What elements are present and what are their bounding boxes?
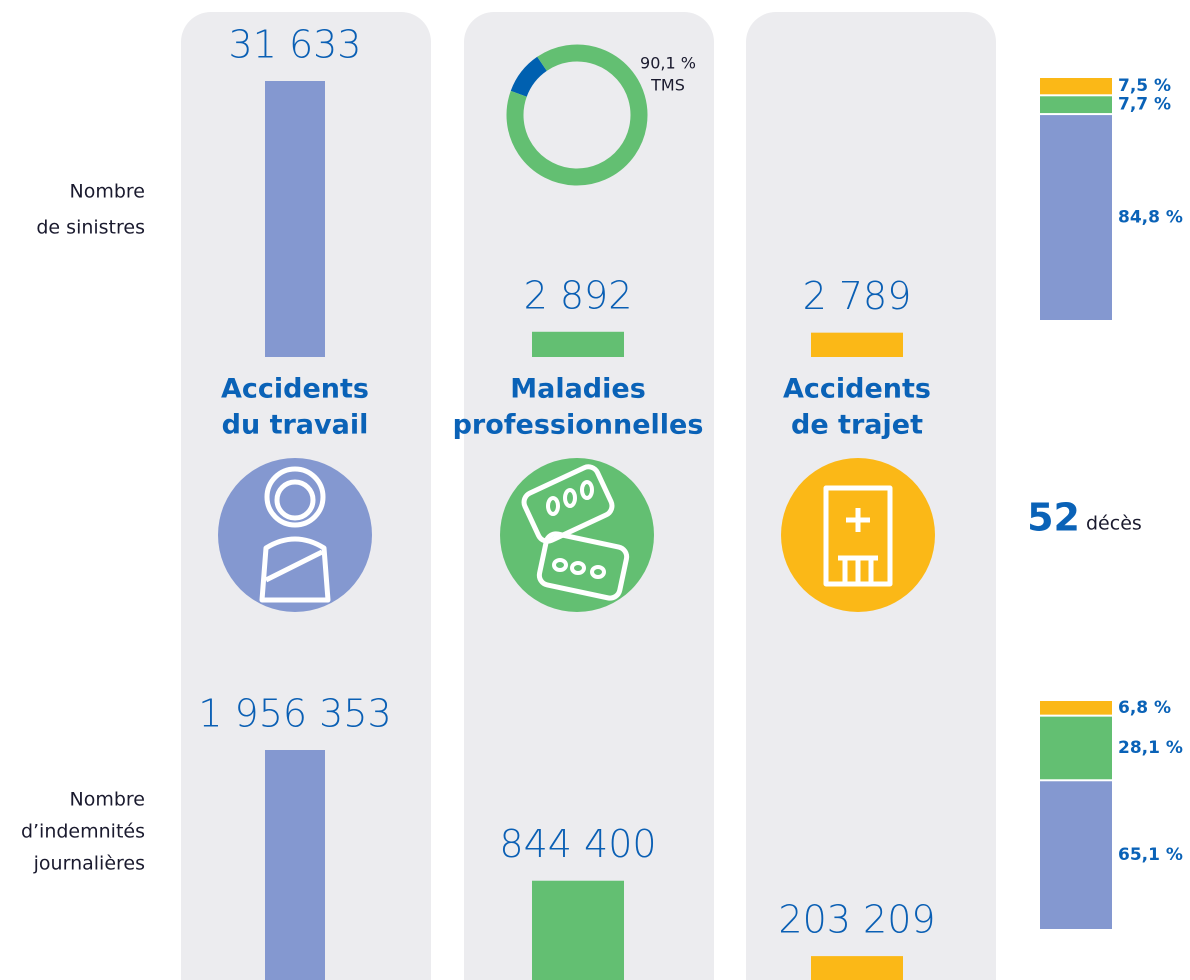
icon-pills	[521, 464, 615, 544]
row-label: Nombre	[70, 181, 146, 203]
icon-pills	[536, 531, 630, 601]
row-label: journalières	[33, 853, 145, 875]
value-label: 844 400	[499, 822, 656, 866]
stack-label: 84,8 %	[1118, 208, 1183, 228]
stack-label: 7,7 %	[1118, 95, 1171, 115]
donut-label: 90,1 %	[640, 54, 696, 73]
stack-segment	[1040, 96, 1112, 114]
icon-building-detail	[838, 508, 878, 584]
stack-label: 28,1 %	[1118, 738, 1183, 758]
column-title: Accidents	[221, 374, 369, 405]
column-title: Accidents	[783, 374, 931, 405]
stack-segment	[1040, 781, 1112, 929]
donut-rest	[510, 56, 548, 98]
row-label: d’indemnités	[21, 821, 145, 843]
bar	[265, 81, 325, 357]
stack-label: 7,5 %	[1118, 76, 1171, 96]
column-title: de trajet	[791, 410, 923, 441]
row-label: de sinistres	[36, 217, 145, 239]
icons	[218, 458, 935, 612]
row-label: Nombre	[70, 789, 146, 811]
column-title: Maladies	[510, 374, 646, 405]
stack-segment	[1040, 115, 1112, 320]
bar	[532, 331, 624, 357]
icon-head	[264, 466, 326, 528]
value-label: 2 789	[803, 274, 912, 318]
bar	[811, 332, 903, 357]
deces: 52 décès	[1027, 496, 1142, 540]
icon-circle	[218, 458, 372, 612]
stack-label: 6,8 %	[1118, 698, 1171, 718]
icon-circle	[781, 458, 935, 612]
column-title: professionnelles	[453, 410, 704, 441]
deces-value: 52	[1027, 496, 1080, 540]
deces-text: décès	[1086, 513, 1142, 535]
value-label: 31 633	[229, 23, 362, 67]
stack-segment	[1040, 78, 1112, 95]
bar	[265, 750, 325, 980]
stack-segment	[1040, 701, 1112, 715]
column-title: du travail	[222, 410, 369, 441]
bar	[811, 956, 903, 980]
icon-body	[259, 536, 331, 603]
value-label: 203 209	[778, 898, 935, 942]
bar	[532, 880, 624, 980]
stack-segment	[1040, 716, 1112, 780]
donut-segment	[506, 44, 648, 186]
value-label: 1 956 353	[198, 692, 391, 736]
value-label: 2 892	[524, 273, 633, 317]
donut-caption: TMS	[650, 76, 685, 95]
icon-face	[274, 479, 316, 521]
stack-label: 65,1 %	[1118, 845, 1183, 865]
